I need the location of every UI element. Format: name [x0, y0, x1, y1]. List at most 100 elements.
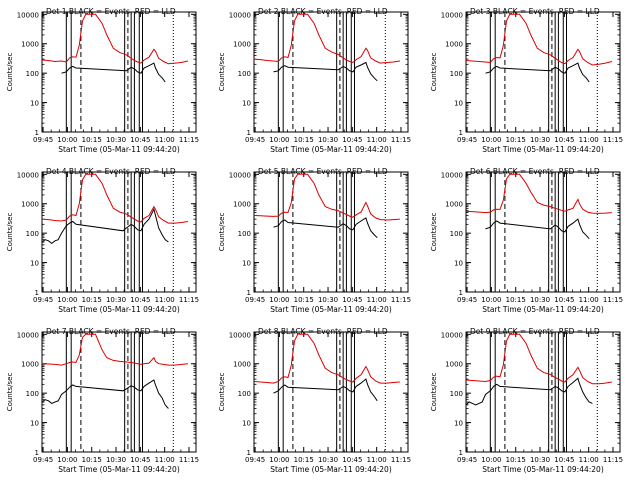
- x-tick-label: 10:00: [269, 456, 289, 464]
- x-tick-label: 10:00: [57, 296, 77, 304]
- plot-frame: [41, 331, 197, 453]
- plot-frame: [41, 11, 197, 133]
- y-tick-label: 1000: [445, 361, 463, 369]
- x-tick-label: 10:00: [481, 296, 501, 304]
- x-tick-label: 09:45: [245, 136, 265, 144]
- y-tick-label: 1: [459, 129, 463, 137]
- plot-frame: [253, 11, 409, 133]
- x-tick-label: 09:45: [33, 456, 53, 464]
- panel-title: Det 9 BLACK = Events, RED = LLD: [470, 327, 600, 336]
- y-axis-label: Counts/sec: [6, 373, 14, 412]
- x-tick-label: 11:00: [155, 456, 175, 464]
- y-tick-label: 1000: [445, 201, 463, 209]
- lld-series-line: [41, 333, 188, 366]
- panel-title: Det 2 BLACK = Events, RED = LLD: [258, 7, 388, 16]
- lld-series-line: [253, 333, 400, 384]
- events-series-line: [485, 62, 590, 83]
- lld-series-line: [465, 333, 612, 385]
- lld-series-line: [253, 13, 400, 64]
- y-tick-label: 100: [450, 70, 463, 78]
- x-tick-label: 10:45: [342, 296, 362, 304]
- x-tick-label: 10:15: [506, 136, 526, 144]
- y-tick-label: 1000: [21, 201, 39, 209]
- y-tick-label: 100: [26, 230, 39, 238]
- lld-series-line: [465, 13, 613, 66]
- y-tick-label: 100: [26, 70, 39, 78]
- detector-panel: 1 10 100 1000 10000 09:45 10:00 10:15 10:30 10:45…: [430, 7, 623, 154]
- x-tick-label: 11:00: [579, 456, 599, 464]
- x-tick-label: 10:45: [130, 456, 150, 464]
- y-axis-label: Counts/sec: [430, 53, 438, 92]
- x-tick-label: 10:30: [106, 296, 126, 304]
- y-tick-label: 10: [454, 100, 463, 108]
- x-tick-label: 11:15: [603, 456, 623, 464]
- y-tick-label: 100: [238, 390, 251, 398]
- x-tick-label: 10:15: [506, 456, 526, 464]
- y-tick-label: 1000: [233, 41, 251, 49]
- events-series-line: [61, 62, 166, 83]
- plot-frame: [465, 171, 621, 293]
- y-axis-label: Counts/sec: [6, 213, 14, 252]
- x-tick-label: 10:45: [554, 296, 574, 304]
- y-tick-label: 1000: [445, 41, 463, 49]
- x-tick-label: 11:15: [603, 136, 623, 144]
- x-tick-label: 11:00: [367, 296, 387, 304]
- lld-series-line: [41, 13, 189, 65]
- x-tick-label: 09:45: [245, 456, 265, 464]
- x-axis-label: Start Time (05-Mar-11 09:44:20): [482, 465, 604, 474]
- x-axis-label: Start Time (05-Mar-11 09:44:20): [482, 305, 604, 314]
- detector-panel: 1 10 100 1000 10000 09:45 10:00 10:15 10:30 10:45…: [430, 327, 623, 474]
- y-tick-label: 1000: [21, 41, 39, 49]
- y-tick-label: 10000: [17, 171, 39, 179]
- y-tick-label: 10: [454, 260, 463, 268]
- events-series-line: [273, 61, 378, 82]
- x-tick-label: 10:15: [82, 456, 102, 464]
- y-tick-label: 10000: [441, 331, 463, 339]
- panel-title: Det 8 BLACK = Events, RED = LLD: [258, 327, 388, 336]
- y-tick-label: 100: [450, 390, 463, 398]
- x-tick-label: 09:45: [33, 136, 53, 144]
- x-tick-label: 10:00: [269, 136, 289, 144]
- y-tick-label: 100: [26, 390, 39, 398]
- x-tick-label: 10:00: [57, 136, 77, 144]
- y-tick-label: 1: [35, 289, 39, 297]
- y-tick-label: 10: [30, 100, 39, 108]
- y-tick-label: 1000: [233, 201, 251, 209]
- x-tick-label: 10:30: [318, 296, 338, 304]
- y-tick-label: 1: [35, 129, 39, 137]
- panel-title: Det 3 BLACK = Events, RED = LLD: [470, 7, 600, 16]
- y-tick-label: 10: [454, 420, 463, 428]
- y-tick-label: 1: [35, 449, 39, 457]
- y-axis-label: Counts/sec: [430, 373, 438, 412]
- x-tick-label: 11:00: [579, 136, 599, 144]
- y-tick-label: 10000: [441, 171, 463, 179]
- x-tick-label: 10:15: [82, 136, 102, 144]
- y-tick-label: 1000: [233, 361, 251, 369]
- events-series-line: [41, 207, 169, 245]
- y-tick-label: 10: [242, 100, 251, 108]
- x-tick-label: 11:15: [179, 296, 199, 304]
- x-tick-label: 11:00: [579, 296, 599, 304]
- x-tick-label: 11:15: [391, 456, 411, 464]
- x-tick-label: 10:15: [294, 456, 314, 464]
- panel-title: Det 7 BLACK = Events, RED = LLD: [46, 327, 176, 336]
- detector-panel: 1 10 100 1000 10000 09:45 10:00 10:15 10:30 10:45…: [218, 167, 411, 314]
- y-axis-label: Counts/sec: [6, 53, 14, 92]
- x-tick-label: 10:15: [506, 296, 526, 304]
- events-series-line: [273, 378, 378, 402]
- x-tick-label: 10:30: [530, 296, 550, 304]
- x-tick-label: 10:30: [530, 456, 550, 464]
- x-tick-label: 10:45: [554, 136, 574, 144]
- x-tick-label: 10:15: [82, 296, 102, 304]
- y-tick-label: 100: [238, 230, 251, 238]
- detector-panel: 1 10 100 1000 10000 09:45 10:00 10:15 10:30 10:45…: [218, 327, 411, 474]
- y-tick-label: 10: [242, 260, 251, 268]
- x-tick-label: 09:45: [457, 456, 477, 464]
- plot-frame: [253, 171, 409, 293]
- detector-panel: 1 10 100 1000 10000 09:45 10:00 10:15 10:30 10:45…: [430, 167, 623, 314]
- x-tick-label: 10:00: [481, 136, 501, 144]
- detector-panel: 1 10 100 1000 10000 09:45 10:00 10:15 10:30 10:45…: [218, 7, 411, 154]
- x-tick-label: 11:00: [155, 296, 175, 304]
